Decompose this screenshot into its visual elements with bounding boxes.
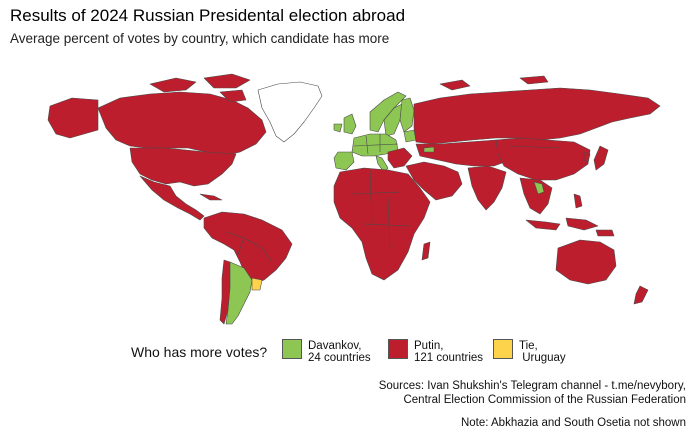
indonesia — [525, 217, 599, 231]
legend-swatch-putin — [388, 339, 408, 359]
japan — [593, 145, 609, 171]
argentina — [225, 261, 253, 325]
mongolia-border — [509, 145, 561, 149]
legend-davankov-line2: 24 countries — [308, 352, 371, 364]
uruguay — [251, 277, 263, 291]
legend-davankov-line1: Davankov, — [308, 340, 362, 352]
middle-east — [405, 161, 463, 201]
europe-borders — [353, 134, 399, 155]
balkans — [387, 147, 413, 169]
russia-islands — [439, 75, 549, 91]
australia — [555, 239, 617, 285]
united-kingdom — [343, 113, 357, 135]
new-zealand — [633, 285, 649, 305]
korea — [583, 151, 591, 163]
georgia — [423, 146, 435, 153]
chart-subtitle: Average percent of votes by country, whi… — [10, 31, 390, 46]
arctic-islands — [149, 73, 251, 103]
southeast-asia — [519, 177, 553, 215]
finland — [399, 97, 415, 133]
chart-title: Results of 2024 Russian Presidental elec… — [10, 6, 406, 25]
philippines — [573, 193, 583, 209]
mexico — [139, 175, 205, 221]
legend-label-davankov: Davankov, 24 countries — [308, 340, 371, 364]
world-map — [47, 73, 661, 325]
source-note: Sources: Ivan Shukshin's Telegram channe… — [379, 379, 686, 407]
canada — [97, 91, 267, 157]
legend-label-tie: Tie, Uruguay — [519, 340, 566, 364]
brazil-border — [225, 231, 273, 263]
russia — [413, 87, 661, 145]
iberia — [333, 151, 355, 171]
laos — [533, 181, 545, 195]
greenland — [257, 81, 323, 143]
baltics — [403, 129, 417, 143]
south-america — [203, 211, 293, 285]
legend-tie-line1: Tie, — [519, 340, 538, 352]
united-states — [129, 147, 237, 187]
legend-swatch-tie — [493, 339, 513, 359]
alaska — [47, 97, 99, 139]
cuba — [199, 193, 223, 201]
china — [495, 137, 591, 181]
source-line-1: Sources: Ivan Shukshin's Telegram channe… — [378, 380, 686, 392]
madagascar — [421, 241, 431, 261]
ireland — [333, 123, 343, 133]
source-line-2: Central Election Commission of the Russi… — [403, 394, 686, 406]
africa — [333, 167, 431, 281]
central-asia — [415, 139, 513, 167]
legend-putin-line2: 121 countries — [414, 352, 484, 364]
legend-title: Who has more votes? — [131, 344, 268, 360]
legend-swatch-davankov — [282, 339, 302, 359]
footnote: Note: Abkhazia and South Osetia not show… — [460, 417, 686, 429]
legend-putin-line1: Putin, — [414, 340, 444, 352]
legend-tie-line2: Uruguay — [519, 352, 566, 364]
legend-label-putin: Putin, 121 countries — [414, 340, 483, 364]
africa-borders — [351, 169, 411, 249]
india — [467, 165, 507, 211]
papua — [595, 229, 615, 237]
